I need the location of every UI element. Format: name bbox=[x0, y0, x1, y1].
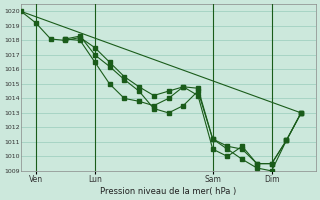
X-axis label: Pression niveau de la mer( hPa ): Pression niveau de la mer( hPa ) bbox=[100, 187, 236, 196]
